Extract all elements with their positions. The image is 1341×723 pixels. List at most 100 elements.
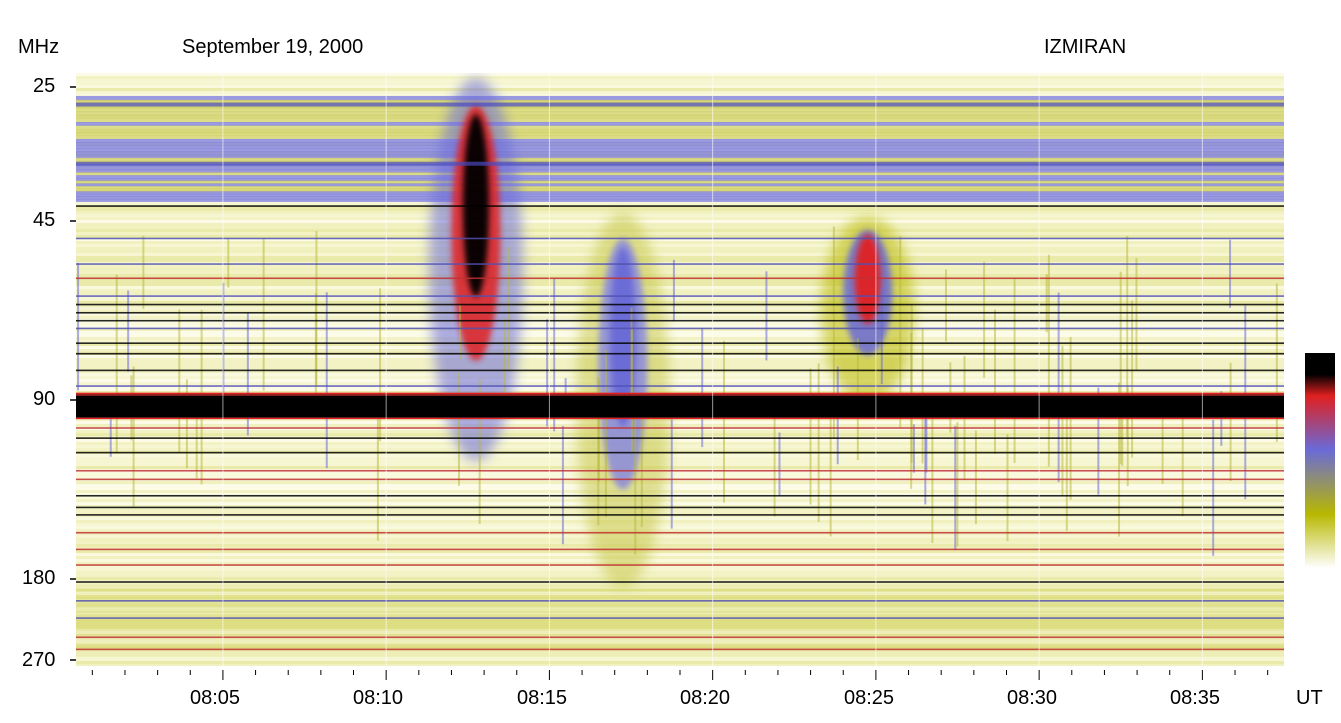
interference-line <box>76 514 1284 516</box>
high-frequency-stripe <box>76 603 1284 606</box>
high-frequency-stripe <box>76 654 1284 657</box>
fine-structure-streak <box>457 372 460 486</box>
low-frequency-noise-stripe <box>76 135 1284 140</box>
low-frequency-noise-stripe <box>76 198 1284 202</box>
low-frequency-noise-stripe <box>76 118 1284 123</box>
high-frequency-stripe <box>76 643 1284 646</box>
low-frequency-noise-stripe <box>76 148 1284 153</box>
background-stripe <box>76 250 1284 253</box>
background-stripe <box>76 547 1284 550</box>
background-stripe <box>76 442 1284 445</box>
interference-line <box>76 600 1284 602</box>
high-frequency-stripe <box>76 637 1284 640</box>
low-frequency-noise-stripe <box>76 111 1284 116</box>
background-stripe <box>76 256 1284 259</box>
chart-title-date: September 19, 2000 <box>182 36 364 58</box>
high-frequency-stripe <box>76 630 1284 633</box>
background-stripe <box>76 526 1284 529</box>
fine-structure-streak <box>546 319 549 427</box>
background-stripe <box>76 328 1284 331</box>
background-stripe <box>76 568 1284 571</box>
fine-structure-streak <box>829 397 832 537</box>
fine-structure-streak <box>1229 239 1232 308</box>
fine-structure-streak <box>604 350 607 518</box>
interference-line <box>76 237 1284 240</box>
background-stripe <box>76 424 1284 427</box>
low-frequency-noise-stripe <box>76 128 1284 133</box>
background-stripe <box>76 247 1284 250</box>
background-stripe <box>76 361 1284 364</box>
high-frequency-stripe <box>76 610 1284 614</box>
background-stripe <box>76 301 1284 304</box>
high-frequency-stripe <box>76 621 1284 625</box>
fine-structure-streak <box>1212 419 1215 556</box>
background-stripe <box>76 94 1284 97</box>
fine-structure-streak <box>956 422 959 547</box>
low-frequency-noise-stripe <box>76 172 1284 176</box>
low-frequency-noise-stripe <box>76 188 1284 192</box>
fine-structure-streak <box>314 293 317 418</box>
background-stripe <box>76 298 1284 301</box>
background-stripe <box>76 343 1284 346</box>
fine-structure-streak <box>553 278 556 432</box>
x-tick-label-0810: 08:10 <box>353 687 404 709</box>
interference-line <box>76 451 1284 454</box>
axes <box>70 86 1269 680</box>
interference-line <box>76 564 1284 566</box>
fine-structure-streak <box>631 328 634 453</box>
interference-line <box>76 342 1284 344</box>
interference-line <box>76 494 1284 497</box>
interference-line <box>76 617 1284 619</box>
background-stripe <box>76 283 1284 286</box>
x-tick-label-0815: 08:15 <box>517 687 568 709</box>
low-frequency-noise-stripe <box>76 180 1284 184</box>
low-frequency-noise-stripe <box>76 157 1284 162</box>
fine-structure-streak <box>817 363 820 523</box>
background-stripe <box>76 232 1284 235</box>
high-frequency-stripe <box>76 623 1284 626</box>
low-frequency-noise-stripe <box>76 132 1284 137</box>
fine-structure-streak <box>1045 274 1048 333</box>
fine-structure-streak <box>262 238 265 391</box>
background-stripe <box>76 220 1284 223</box>
background-stripe <box>76 511 1284 514</box>
high-frequency-stripe <box>76 627 1284 630</box>
background-stripe <box>76 502 1284 505</box>
background-stripe <box>76 382 1284 385</box>
background-stripe <box>76 259 1284 262</box>
fine-structure-streak <box>778 432 781 496</box>
fine-structure-streak <box>1126 235 1129 437</box>
fine-structure-streak <box>1135 258 1138 371</box>
fine-structure-streak <box>1061 345 1064 497</box>
x-axis-label: UT <box>1296 687 1323 709</box>
interference-line <box>76 427 1284 429</box>
low-frequency-noise-stripe <box>76 186 1284 190</box>
background-stripe <box>76 340 1284 343</box>
interference-band <box>76 102 1284 107</box>
background-stripe <box>76 91 1284 94</box>
interference-line <box>76 548 1284 551</box>
background-stripe <box>76 664 1284 666</box>
fine-structure-streak <box>1057 292 1060 483</box>
low-frequency-noise-stripe <box>76 95 1284 101</box>
background-stripe <box>76 472 1284 475</box>
background-stripe <box>76 307 1284 310</box>
interference-line <box>76 327 1284 330</box>
high-frequency-stripe <box>76 619 1284 623</box>
interference-band-edge <box>76 392 1284 395</box>
high-frequency-stripe <box>76 628 1284 632</box>
background-stripe <box>76 496 1284 499</box>
background-stripe <box>76 349 1284 352</box>
background-stripe <box>76 391 1284 394</box>
low-frequency-noise-stripe <box>76 183 1284 187</box>
interference-line <box>76 295 1284 297</box>
fine-structure-streak <box>109 415 112 457</box>
background-stripe <box>76 490 1284 493</box>
background-stripe <box>76 211 1284 214</box>
background-stripe <box>76 517 1284 520</box>
background-stripe <box>76 241 1284 244</box>
high-frequency-stripe <box>76 614 1284 617</box>
background-stripe <box>76 274 1284 277</box>
background-stripe <box>76 418 1284 421</box>
fine-structure-streak <box>508 246 511 371</box>
